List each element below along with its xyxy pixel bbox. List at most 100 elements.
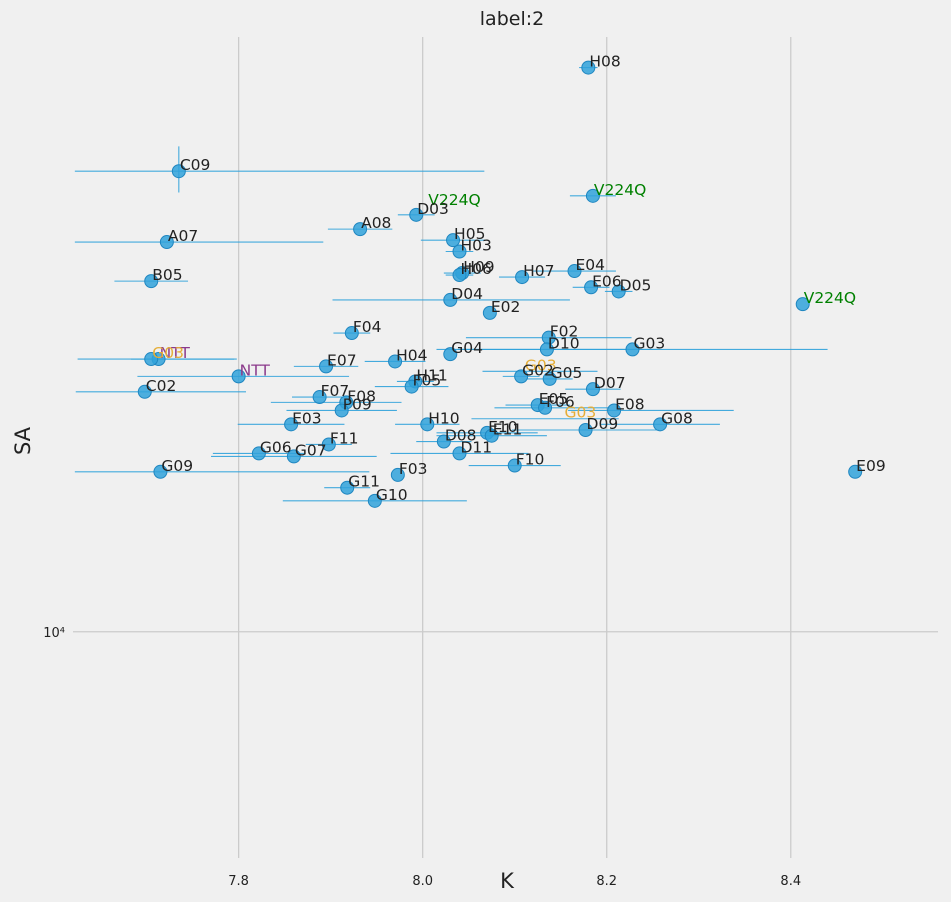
data-point xyxy=(484,428,499,443)
point-label: H07 xyxy=(523,262,554,280)
grid-lines xyxy=(73,37,938,858)
data-point xyxy=(388,354,403,369)
data-point xyxy=(538,400,553,415)
point-label: F04 xyxy=(353,318,382,336)
point-label: G08 xyxy=(661,409,693,427)
point-label: E03 xyxy=(292,409,322,427)
data-point xyxy=(251,446,266,461)
data-point xyxy=(581,60,596,75)
point-label: V224Q xyxy=(804,289,856,307)
data-point xyxy=(578,422,593,437)
data-point xyxy=(443,292,458,307)
data-point xyxy=(567,264,582,279)
point-label: E10 xyxy=(488,418,518,436)
point-label: A08 xyxy=(361,214,391,232)
point-label: G04 xyxy=(451,339,483,357)
y-tick-label: 10⁴ xyxy=(43,626,65,641)
point-label: F05 xyxy=(413,372,442,390)
point-label: C09 xyxy=(180,156,211,174)
point-label: E06 xyxy=(592,272,622,290)
axis-ticks: 7.8 8.0 8.2 8.4 10⁴ xyxy=(43,626,801,889)
data-point xyxy=(452,268,467,283)
data-point xyxy=(171,164,186,179)
data-point xyxy=(390,467,405,482)
data-point xyxy=(611,284,626,299)
point-label: NTT xyxy=(240,361,271,379)
point-label: E08 xyxy=(615,395,645,413)
point-label: D03 xyxy=(417,200,449,218)
point-label: F06 xyxy=(546,393,575,411)
point-label: B05 xyxy=(152,266,182,284)
data-point xyxy=(321,437,336,452)
data-point xyxy=(515,270,530,285)
point-label: H03 xyxy=(460,237,491,255)
point-label: F02 xyxy=(550,323,579,341)
data-point xyxy=(607,403,622,418)
data-point xyxy=(584,280,599,295)
data-point xyxy=(353,222,368,237)
point-label: D07 xyxy=(594,374,626,392)
point-label: NTT xyxy=(160,344,191,362)
data-point xyxy=(443,347,458,362)
data-point xyxy=(420,417,435,432)
point-label: G03 xyxy=(633,334,665,352)
point-label: F07 xyxy=(321,382,350,400)
x-tick-label: 8.0 xyxy=(412,874,433,889)
point-label: D04 xyxy=(451,285,483,303)
point-label: D09 xyxy=(587,415,619,433)
point-label: D11 xyxy=(460,438,492,456)
data-point xyxy=(159,235,174,250)
x-axis-label: K xyxy=(500,869,515,893)
data-point xyxy=(137,384,152,399)
data-point xyxy=(653,417,668,432)
point-label: G03 xyxy=(564,404,596,422)
data-point xyxy=(404,379,419,394)
x-tick-label: 8.4 xyxy=(780,874,801,889)
point-label: H11 xyxy=(416,366,447,384)
data-point xyxy=(795,297,810,312)
data-point xyxy=(436,434,451,449)
data-point xyxy=(452,244,467,259)
point-label: H09 xyxy=(463,258,494,276)
y-axis-label: SA xyxy=(11,426,35,455)
point-label: G02 xyxy=(522,361,554,379)
data-point xyxy=(507,458,522,473)
data-point xyxy=(286,449,301,464)
x-tick-label: 7.8 xyxy=(228,874,249,889)
point-label: G03 xyxy=(152,344,184,362)
point-label: F11 xyxy=(330,429,359,447)
point-label: V224Q xyxy=(428,191,480,209)
chart-title: label:2 xyxy=(480,8,544,30)
data-point xyxy=(144,274,159,289)
data-point xyxy=(482,305,497,320)
point-label: G03 xyxy=(525,356,557,374)
data-point xyxy=(153,464,168,479)
data-point xyxy=(144,352,159,367)
data-points xyxy=(137,60,863,508)
point-label: H10 xyxy=(428,409,459,427)
point-label: H08 xyxy=(589,53,620,71)
point-label: H05 xyxy=(454,225,485,243)
point-label: A07 xyxy=(168,227,198,245)
data-point xyxy=(284,417,299,432)
data-point xyxy=(625,342,640,357)
data-point xyxy=(367,493,382,508)
data-point xyxy=(539,342,554,357)
point-label: P09 xyxy=(343,395,372,413)
point-label: G05 xyxy=(551,364,583,382)
point-label: D10 xyxy=(548,334,580,352)
data-point xyxy=(334,403,349,418)
data-point xyxy=(848,464,863,479)
data-point xyxy=(446,233,461,248)
point-label: C02 xyxy=(146,377,177,395)
data-point xyxy=(514,369,529,384)
data-point xyxy=(312,390,327,405)
data-point xyxy=(319,359,334,374)
point-label: V224Q xyxy=(594,181,646,199)
point-label: E04 xyxy=(576,256,606,274)
data-point xyxy=(409,207,424,222)
point-label: F10 xyxy=(516,451,545,469)
point-label: H06 xyxy=(460,260,491,278)
